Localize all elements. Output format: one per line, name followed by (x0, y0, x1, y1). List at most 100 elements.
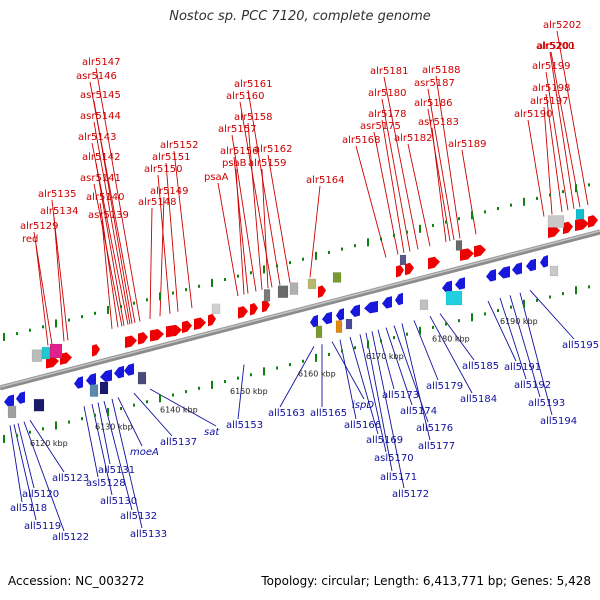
scale-tick (432, 325, 434, 329)
forward-gene-label: alr5189 (448, 139, 486, 150)
scale-tick (380, 339, 382, 343)
scale-tick (497, 207, 499, 211)
forward-gene-label: alr5156 (220, 146, 258, 157)
label-leader-line (429, 315, 473, 394)
reverse-gene-label: all5118 (10, 503, 47, 514)
scale-tick (146, 400, 148, 404)
scale-tick (471, 313, 473, 322)
scale-tick (367, 238, 369, 247)
scale-tick (471, 211, 473, 220)
label-leader-line (349, 336, 379, 435)
reverse-gene-label: sat (204, 427, 220, 438)
forward-gene-label: asr5146 (76, 71, 117, 82)
scale-tick (55, 421, 57, 430)
feature-box (7, 405, 17, 419)
forward-gene-label: alr5161 (234, 79, 272, 90)
forward-gene-label: alr5198 (532, 83, 570, 94)
scale-tick (328, 250, 330, 254)
feature-box (41, 346, 51, 360)
forward-gene-label: alr5188 (422, 65, 460, 76)
label-leader-line (247, 89, 281, 286)
feature-box (289, 282, 299, 295)
scale-tick (276, 366, 278, 370)
scale-tick (315, 353, 317, 362)
label-leader-line (231, 134, 257, 292)
forward-gene-label: psaA (204, 172, 229, 183)
reverse-gene-label: all5174 (400, 406, 437, 417)
reverse-gene-label: all5195 (562, 340, 599, 351)
label-leader-line (365, 332, 393, 472)
label-leader-line (95, 67, 141, 322)
forward-gene-label: alr5168 (342, 135, 380, 146)
scale-tick (497, 309, 499, 313)
scale-tick (263, 265, 265, 274)
label-leader-lines (9, 30, 589, 532)
forward-gene-label: alr5182 (394, 133, 432, 144)
label-leader-line (550, 51, 581, 208)
reverse-gene-label: all5119 (24, 521, 61, 532)
label-leader-line (91, 142, 129, 325)
scale-tick (419, 326, 421, 335)
scale-tick (81, 315, 83, 319)
forward-gene-label: red (22, 234, 38, 245)
scale-tick (575, 184, 577, 193)
label-leader-line (239, 101, 273, 288)
forward-gene-label: alr5143 (78, 132, 116, 143)
forward-gene-arrow (238, 306, 248, 319)
scale-tick (406, 230, 408, 234)
scale-tick (276, 264, 278, 268)
reverse-gene-label: all5123 (52, 473, 89, 484)
label-leader-line (279, 346, 315, 408)
reverse-gene-label: all5185 (462, 361, 499, 372)
forward-gene-label: alr5152 (160, 140, 198, 151)
scale-tick (510, 203, 512, 207)
forward-gene-label: alr5162 (254, 144, 292, 155)
reverse-gene-label: all5122 (52, 532, 89, 543)
scale-tick (3, 332, 5, 341)
forward-gene-label: alr5148 (138, 197, 176, 208)
scale-tick (224, 278, 226, 281)
label-leader-line (487, 300, 517, 362)
kbp-label: 6160 kbp (298, 370, 336, 379)
scale-tick (107, 305, 109, 314)
kbp-label: 6180 kbp (432, 335, 470, 344)
reverse-gene-label: all5130 (100, 496, 137, 507)
kbp-scale-labels: 6120 kbp 6130 kbp 6140 kbp 6150 kbp 6160 kbp… (30, 317, 538, 448)
forward-gene-label: alr5190 (514, 109, 552, 120)
scale-tick (354, 346, 356, 350)
label-leader-line (527, 119, 545, 217)
label-leader-line (97, 402, 111, 465)
backbone-line (0, 229, 600, 391)
forward-gene-label: alr5151 (152, 152, 190, 163)
forward-gene-label: psaB (222, 158, 247, 169)
backbone-highlight (0, 230, 600, 388)
feature-box (137, 371, 147, 385)
feature-box (31, 349, 43, 362)
scale-tick (133, 403, 135, 407)
scale-tick (159, 292, 161, 301)
label-leader-line (35, 244, 49, 346)
gene-labels: red alr5129 alr5134 alr5135 asr5139 alr5140 as… (10, 20, 599, 543)
reverse-gene-label: all5171 (380, 472, 417, 483)
scale-tick (55, 319, 57, 328)
label-leader-line (23, 421, 65, 532)
scale-tick (302, 359, 304, 363)
scale-tick (185, 390, 187, 394)
feature-box (335, 320, 343, 333)
scale-tick (185, 288, 187, 292)
label-leader-line (267, 154, 291, 283)
scale-tick (42, 325, 44, 329)
reverse-gene-label: all5131 (98, 465, 135, 476)
label-leader-line (237, 364, 245, 420)
reverse-gene-arrow (350, 304, 360, 317)
scale-tick (68, 420, 70, 424)
label-leader-line (545, 71, 569, 211)
label-leader-line (371, 331, 405, 489)
feature-box (33, 398, 45, 412)
feature-box (315, 325, 323, 339)
label-leader-line (385, 327, 413, 406)
forward-gene-label: alr5200 (536, 41, 574, 52)
forward-gene-arrow (575, 218, 589, 231)
scale-tick (562, 292, 564, 296)
feature-box (49, 343, 63, 359)
